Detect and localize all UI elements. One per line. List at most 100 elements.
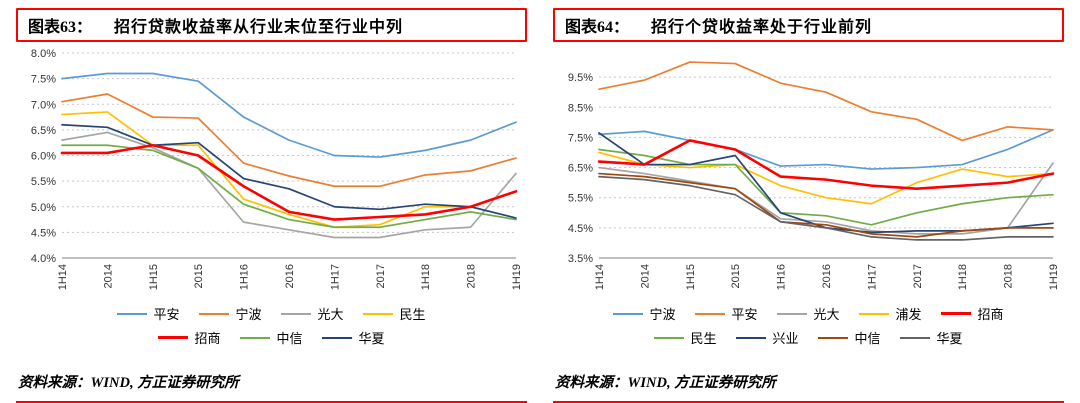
figure-number: 图表64： xyxy=(565,19,630,36)
legend-line-swatch xyxy=(776,312,807,315)
legend-item-兴业: 兴业 xyxy=(735,328,800,347)
x-tick-label: 1H15 xyxy=(685,264,697,290)
legend-item-平安: 平安 xyxy=(116,304,181,323)
line-chart-loan-yield: 4.0% 4.5% 5.0% 5.5% 6.0% 6.5% 7.0% 7.5% 8.0% 1H14… xyxy=(31,48,523,290)
series-line-华夏 xyxy=(61,123,517,219)
y-tick-label: 5.5% xyxy=(31,176,56,188)
x-tick-label: 1H19 xyxy=(511,264,523,290)
series-line-光大 xyxy=(61,131,517,239)
source-note: 资料来源：WIND, 方正证券研究所 xyxy=(16,369,527,403)
y-tick-label: 7.0% xyxy=(31,99,56,111)
legend-label: 民生 xyxy=(690,331,717,346)
line-chart-personal-loan-yield: 3.5% 4.5% 5.5% 6.5% 7.5% 8.5% 9.5% 1H14 2014 1H15… xyxy=(568,61,1060,290)
legend-item-华夏: 华夏 xyxy=(899,328,964,347)
figure-title: 招行个贷收益率处于行业前列 xyxy=(651,19,873,36)
legend-item-华夏: 华夏 xyxy=(321,328,386,347)
y-tick-label: 8.5% xyxy=(568,102,593,114)
y-tick-label: 4.5% xyxy=(568,223,593,235)
legend-label: 华夏 xyxy=(936,331,963,346)
legend-label: 招商 xyxy=(977,307,1004,322)
legend-label: 光大 xyxy=(317,307,344,322)
y-tick-label: 6.5% xyxy=(568,163,593,175)
legend-line-swatch xyxy=(817,336,848,339)
y-tick-label: 9.5% xyxy=(568,72,593,84)
y-tick-label: 6.5% xyxy=(31,125,56,137)
y-tick-label: 5.0% xyxy=(31,202,56,214)
legend-line-swatch xyxy=(612,312,643,315)
legend-line-swatch xyxy=(694,312,725,315)
legend-label: 兴业 xyxy=(772,331,799,346)
chart-panel-figure-64: 图表64： 招行个贷收益率处于行业前列 3.5% 4.5% 5.5% 6.5% 7.5%… xyxy=(553,8,1064,403)
series-line-宁波 xyxy=(598,129,1054,170)
legend-label: 平安 xyxy=(153,307,180,322)
legend-line-swatch xyxy=(280,312,311,315)
legend-line-swatch xyxy=(899,336,930,339)
legend-label: 光大 xyxy=(813,307,840,322)
legend-item-平安: 平安 xyxy=(694,304,759,323)
x-tick-label: 2018 xyxy=(466,264,478,288)
legend-label: 民生 xyxy=(399,307,426,322)
legend-line-swatch xyxy=(321,336,352,339)
series-line-招商 xyxy=(60,143,518,221)
series-line-宁波 xyxy=(61,93,517,188)
chart-legend: 宁波 平安 光大 浦发 招商民生 兴业 中信 华夏 xyxy=(594,304,1024,347)
x-tick-label: 2015 xyxy=(730,264,742,288)
source-note: 资料来源：WIND, 方正证券研究所 xyxy=(553,369,1064,403)
legend-label: 宁波 xyxy=(649,307,676,322)
series-line-民生 xyxy=(598,148,1054,226)
x-tick-label: 1H19 xyxy=(1048,264,1060,290)
chart-title-box: 图表63： 招行贷款收益率从行业末位至行业中列 xyxy=(16,8,527,42)
figure-title: 招行贷款收益率从行业末位至行业中列 xyxy=(114,19,404,36)
legend-label: 中信 xyxy=(854,331,881,346)
legend-label: 中信 xyxy=(276,331,303,346)
source-text: 资料来源：WIND, 方正证券研究所 xyxy=(555,375,776,391)
legend-item-光大: 光大 xyxy=(776,304,841,323)
x-tick-label: 2018 xyxy=(1003,264,1015,288)
series-line-平安 xyxy=(598,61,1054,142)
y-tick-label: 5.5% xyxy=(568,193,593,205)
chart-legend: 平安 宁波 光大 民生招商 中信 华夏 xyxy=(102,304,442,347)
legend-label: 浦发 xyxy=(895,307,922,322)
x-tick-label: 1H14 xyxy=(594,264,606,290)
y-tick-label: 8.0% xyxy=(31,48,56,60)
legend-item-中信: 中信 xyxy=(239,328,304,347)
legend-item-招商: 招商 xyxy=(940,304,1005,323)
legend-item-浦发: 浦发 xyxy=(858,304,923,323)
x-tick-label: 2017 xyxy=(375,264,387,288)
legend-line-swatch xyxy=(940,312,971,315)
chart-panel-figure-63: 图表63： 招行贷款收益率从行业末位至行业中列 4.0% 4.5% 5.0% 5.5%… xyxy=(16,8,527,403)
x-tick-label: 1H17 xyxy=(329,264,341,290)
legend-label: 平安 xyxy=(731,307,758,322)
legend-item-民生: 民生 xyxy=(653,328,718,347)
legend-line-swatch xyxy=(198,312,229,315)
legend-label: 招商 xyxy=(194,331,221,346)
y-tick-label: 6.0% xyxy=(31,151,56,163)
figure-number: 图表63： xyxy=(28,19,93,36)
legend-line-swatch xyxy=(239,336,270,339)
y-tick-label: 7.5% xyxy=(568,132,593,144)
x-tick-label: 2014 xyxy=(102,264,114,288)
x-tick-label: 1H16 xyxy=(239,264,251,290)
y-tick-label: 4.0% xyxy=(31,253,56,265)
series-line-光大 xyxy=(598,162,1054,235)
series-line-浦发 xyxy=(598,151,1054,205)
x-tick-label: 2016 xyxy=(821,264,833,288)
x-tick-label: 1H15 xyxy=(148,264,160,290)
x-tick-label: 1H17 xyxy=(866,264,878,290)
x-tick-label: 1H14 xyxy=(57,264,69,290)
x-tick-label: 1H18 xyxy=(957,264,969,290)
source-text: 资料来源：WIND, 方正证券研究所 xyxy=(18,375,239,391)
legend-label: 宁波 xyxy=(235,307,262,322)
chart-title-box: 图表64： 招行个贷收益率处于行业前列 xyxy=(553,8,1064,42)
x-tick-label: 1H18 xyxy=(420,264,432,290)
legend-line-swatch xyxy=(157,336,188,339)
legend-line-swatch xyxy=(735,336,766,339)
legend-line-swatch xyxy=(116,312,147,315)
legend-item-招商: 招商 xyxy=(157,328,222,347)
legend-item-光大: 光大 xyxy=(280,304,345,323)
y-tick-label: 4.5% xyxy=(31,227,56,239)
y-tick-label: 3.5% xyxy=(568,253,593,265)
series-line-平安 xyxy=(61,72,517,158)
x-tick-label: 1H16 xyxy=(776,264,788,290)
